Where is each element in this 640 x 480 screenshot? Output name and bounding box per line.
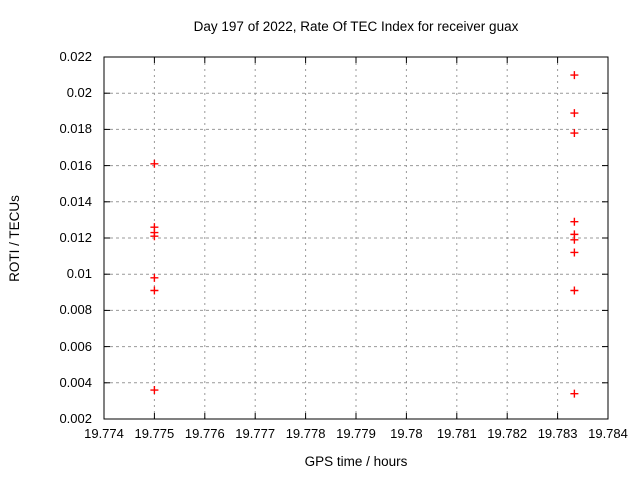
y-tick-label: 0.014 [59, 193, 92, 209]
x-tick-label: 19.775 [134, 426, 175, 441]
x-tick-label: 19.78 [390, 426, 423, 441]
x-tick-label: 19.783 [537, 426, 578, 441]
y-tick-label: 0.004 [59, 374, 92, 390]
data-point-marker [150, 273, 159, 282]
x-tick-label: 19.779 [336, 426, 376, 441]
x-axis-label: GPS time / hours [304, 454, 408, 469]
data-point-marker [150, 159, 159, 168]
data-point-marker [150, 386, 159, 395]
y-tick-label: 0.012 [59, 230, 92, 245]
chart-title: Day 197 of 2022, Rate Of TEC Index for r… [193, 19, 519, 34]
y-tick-label: 0.01 [66, 266, 92, 282]
data-point-marker [150, 232, 159, 241]
data-point-marker [570, 286, 579, 295]
y-tick-label: 0.022 [59, 49, 92, 64]
x-tick-label: 19.776 [184, 426, 225, 441]
data-point-marker [570, 389, 579, 398]
data-point-marker [570, 109, 579, 118]
x-tick-label: 19.782 [487, 426, 528, 441]
x-tick-label: 19.784 [588, 426, 628, 441]
data-point-marker [570, 217, 579, 226]
x-tick-label: 19.781 [436, 426, 477, 441]
plot-border [103, 56, 609, 420]
y-tick-label: 0.018 [59, 121, 92, 137]
x-tick-label: 19.777 [235, 426, 276, 441]
data-point-marker [570, 71, 579, 80]
data-point-marker [150, 286, 159, 295]
data-point-marker [570, 248, 579, 257]
data-point-marker [570, 235, 579, 244]
x-tick-label: 19.774 [84, 426, 124, 441]
y-tick-label: 0.006 [59, 338, 92, 354]
y-tick-label: 0.02 [66, 85, 92, 101]
x-tick-label: 19.778 [285, 426, 326, 441]
y-tick-label: 0.016 [59, 157, 92, 173]
y-tick-label: 0.002 [59, 411, 92, 426]
y-tick-label: 0.008 [59, 302, 92, 318]
data-point-marker [570, 129, 579, 138]
